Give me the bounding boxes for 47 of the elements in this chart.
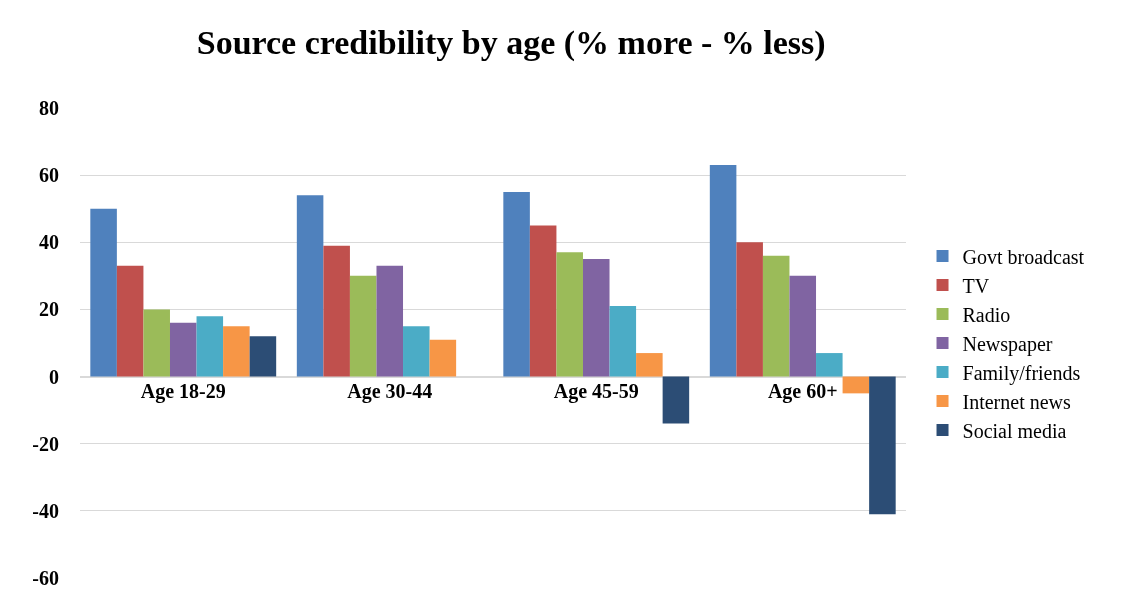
bar (816, 353, 843, 377)
y-tick-label: 0 (49, 365, 59, 388)
bar (116, 265, 144, 377)
bar (196, 316, 224, 377)
legend-label: Family/friends (962, 361, 1081, 385)
bar (349, 275, 377, 377)
x-tick-label: Age 30-44 (347, 379, 433, 403)
bar (582, 259, 610, 377)
bar (249, 336, 277, 377)
bar (429, 339, 457, 377)
bar (609, 306, 637, 377)
chart-title: Source credibility by age (% more - % less) (196, 23, 826, 62)
y-tick-label: -60 (32, 567, 59, 589)
bar (556, 252, 583, 377)
x-tick-label: Age 60+ (767, 379, 838, 403)
bar (709, 165, 737, 377)
x-tick-label: Age 18-29 (140, 379, 226, 403)
y-tick-label: -40 (32, 499, 59, 522)
bar (296, 195, 324, 377)
bar (143, 309, 170, 377)
bar (323, 245, 350, 377)
bar (662, 376, 690, 424)
legend-label: Radio (962, 303, 1011, 326)
legend-label: Internet news (962, 390, 1072, 413)
x-tick-label: Age 45-59 (553, 379, 639, 403)
bar (403, 326, 430, 377)
legend-label: Social media (962, 419, 1067, 442)
legend-label: Govt broadcast (962, 245, 1085, 268)
y-tick-label: -20 (32, 432, 59, 455)
bar (869, 376, 896, 515)
bar (169, 322, 197, 377)
bar (736, 242, 763, 377)
bar (503, 191, 530, 377)
bar (376, 265, 404, 377)
bar (90, 208, 117, 377)
bar (789, 275, 817, 377)
legend-label: Newspaper (962, 332, 1053, 356)
y-tick-label: 60 (39, 164, 59, 187)
legend-label: TV (962, 274, 990, 297)
bar (529, 225, 557, 377)
bar (636, 353, 663, 377)
bar (762, 255, 790, 377)
bar (223, 326, 250, 377)
y-tick-label: 80 (39, 97, 59, 119)
y-tick-label: 20 (39, 298, 59, 321)
bar (842, 376, 870, 394)
y-tick-label: 40 (39, 231, 59, 254)
